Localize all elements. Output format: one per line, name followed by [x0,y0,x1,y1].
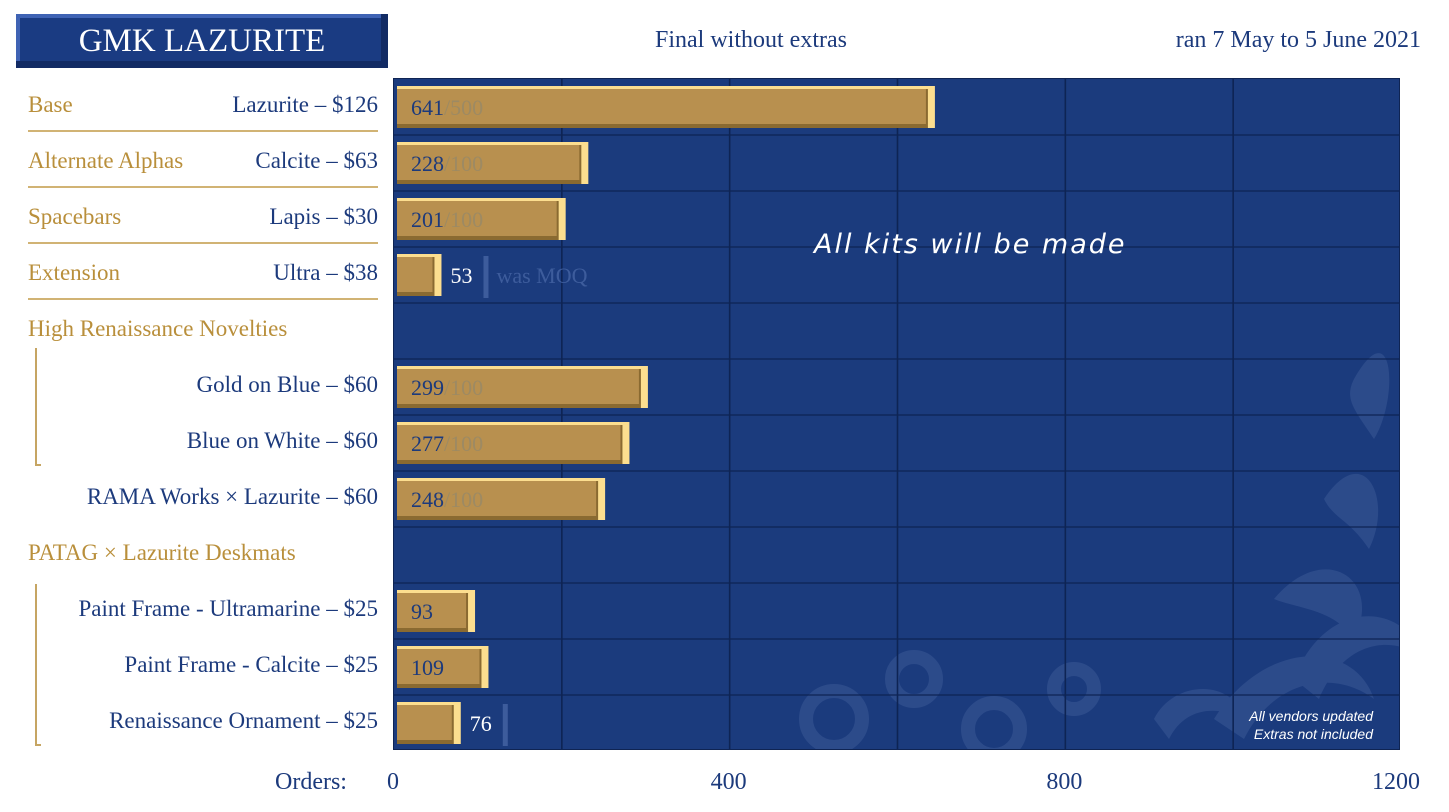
chart-title: GMK LAZURITE [16,14,388,68]
category-label: Alternate Alphas [28,148,184,173]
bar-value-label: 299/100 [411,375,483,400]
product-label: Ultra – $38 [273,260,378,285]
row-label: Gold on Blue – $60 [28,360,378,412]
bar [397,145,580,180]
row-label: PATAG × Lazurite Deskmats [28,528,378,580]
bar-moq: /100 [444,487,483,512]
row-label: Blue on White – $60 [28,416,378,468]
category-label: Extension [28,260,120,285]
row-label: Extension Ultra – $38 [28,248,378,300]
category-label: Spacebars [28,204,122,229]
run-dates: ran 7 May to 5 June 2021 [1175,27,1421,53]
moq-marker [483,256,489,298]
bar [397,201,557,236]
row-label: Alternate Alphas Calcite – $63 [28,136,378,188]
product-label: Renaissance Ornament – $25 [109,708,378,733]
chart-subtitle: Final without extras [655,27,847,53]
bar-value: 109 [411,655,444,680]
bar [397,705,452,740]
annotation-extras-not-included: Extras not included [1253,726,1373,742]
bar-moq: /100 [444,431,483,456]
bar-value-label: 53 [450,263,472,288]
annotation-vendor-note: All vendors updated Extras not included [1249,707,1373,743]
bar [397,481,597,516]
ornament-watermark [799,353,1399,749]
x-tick-label: 0 [387,769,399,795]
novelties-bracket [35,348,41,466]
bar-moq: /100 [444,375,483,400]
row-label: Spacebars Lapis – $30 [28,192,378,244]
bar [397,369,639,404]
bar-value: 248 [411,487,444,512]
product-label: Blue on White – $60 [186,428,378,453]
bar-value-label: 277/100 [411,431,483,456]
row-label: Base Lazurite – $126 [28,80,378,132]
bar-value-label: 228/100 [411,151,483,176]
row-label: High Renaissance Novelties [28,304,378,356]
bar-moq: /500 [444,95,483,120]
product-label: Paint Frame - Ultramarine – $25 [78,596,378,621]
x-tick-label: 400 [710,769,747,795]
category-label: High Renaissance Novelties [28,316,288,341]
product-label: Gold on Blue – $60 [196,372,378,397]
bar-value: 277 [411,431,444,456]
bar-value-label: 109 [411,655,444,680]
category-label: Base [28,92,73,117]
bar-value: 228 [411,151,444,176]
bar [397,425,621,460]
bar-value: 93 [411,599,433,624]
bar [397,89,926,124]
bar-value: 641 [411,95,444,120]
x-tick-label: 1200 [1372,769,1420,795]
bar-value: 299 [411,375,444,400]
bar-moq: /100 [444,207,483,232]
annotation-vendors-updated: All vendors updated [1249,708,1373,724]
product-label: Calcite – $63 [255,148,378,173]
bar [397,257,433,292]
moq-marker [502,704,508,746]
x-tick-label: 800 [1046,769,1083,795]
bar-value-label: 93 [411,599,433,624]
plot-area: 641/500 228/100 201/100 53 was MOQ 299/100 277… [393,78,1400,750]
bar-value-label: 641/500 [411,95,483,120]
row-label: Paint Frame - Calcite – $25 [28,640,378,692]
bar-moq: /100 [444,151,483,176]
product-label: RAMA Works × Lazurite – $60 [86,484,378,509]
product-label: Paint Frame - Calcite – $25 [124,652,378,677]
product-label: Lapis – $30 [269,204,378,229]
product-label: Lazurite – $126 [232,92,378,117]
annotation-all-kits: All kits will be made [814,229,1127,260]
deskmats-bracket [35,584,41,746]
bar-value-label: 201/100 [411,207,483,232]
category-label: PATAG × Lazurite Deskmats [28,540,296,565]
x-axis-label: Orders: [275,769,347,795]
bar [397,593,467,628]
bar-value: 201 [411,207,444,232]
row-label: Renaissance Ornament – $25 [28,696,378,748]
row-label: RAMA Works × Lazurite – $60 [28,472,378,524]
row-label: Paint Frame - Ultramarine – $25 [28,584,378,636]
bar-value-label: 76 [470,711,492,736]
moq-note: was MOQ [496,263,587,288]
bar [397,649,480,684]
bar-value-label: 248/100 [411,487,483,512]
